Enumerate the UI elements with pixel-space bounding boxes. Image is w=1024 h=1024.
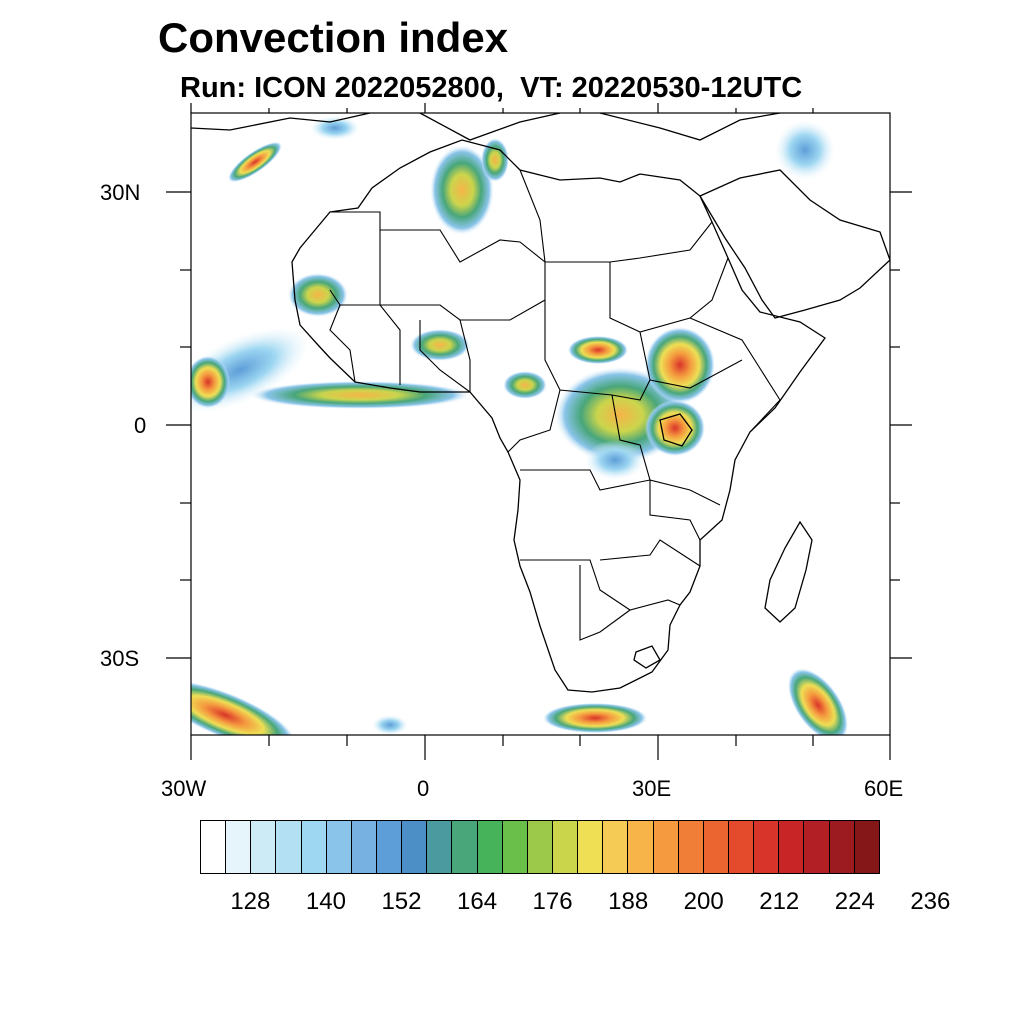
colorbar-swatch	[427, 821, 453, 873]
colorbar-swatch	[326, 821, 352, 873]
chart-title: Convection index	[158, 14, 509, 61]
madagascar	[764, 520, 813, 623]
colorbar-label: 128	[230, 888, 271, 915]
y-tick-label: 30N	[100, 180, 141, 205]
region-iberia	[310, 116, 360, 140]
colorbar-swatch	[527, 821, 553, 873]
colorbar-swatch	[376, 821, 403, 873]
colorbar-swatch	[251, 821, 277, 873]
colorbar-swatch	[703, 821, 729, 873]
x-tick-label: 60E	[864, 776, 904, 801]
colorbar-swatch	[226, 821, 252, 873]
convection-field	[191, 116, 849, 735]
colorbar-label: 140	[305, 888, 346, 915]
colorbar-swatch	[552, 821, 579, 873]
tick-marks	[166, 103, 912, 760]
country-borders	[329, 169, 781, 641]
colorbar-swatch	[779, 821, 805, 873]
region-south-madagascar	[787, 668, 849, 735]
region-ethiopia	[645, 327, 715, 403]
colorbar-swatch	[402, 821, 428, 873]
colorbar-swatch	[804, 821, 830, 873]
region-lake-victoria	[645, 400, 705, 456]
region-guinea-band	[250, 381, 470, 409]
colorbar-label: 164	[457, 888, 498, 915]
colorbar-swatch	[829, 821, 855, 873]
colorbar	[200, 820, 880, 874]
region-ivory-coast	[410, 329, 470, 361]
colorbar-swatch	[502, 821, 528, 873]
chart-subtitle: Run: ICON 2022052800, VT: 20220530-12UTC	[180, 72, 803, 104]
region-south-atlantic-small	[372, 715, 408, 735]
colorbar-swatch	[628, 821, 654, 873]
colorbar-label: 236	[910, 888, 951, 915]
y-tick-label: 0	[134, 413, 147, 438]
europe-coast	[191, 113, 781, 141]
colorbar-swatch	[754, 821, 780, 873]
y-tick-label: 30S	[100, 646, 140, 671]
colorbar-label: 152	[381, 888, 422, 915]
lake-victoria	[659, 413, 693, 447]
colorbar-label: 224	[834, 888, 875, 915]
region-congo-south	[585, 440, 645, 480]
colorbar-swatch	[653, 821, 679, 873]
region-south-africa-south	[543, 703, 647, 733]
region-algeria	[430, 145, 494, 235]
colorbar-swatch	[578, 821, 604, 873]
colorbar-swatch	[477, 821, 503, 873]
colorbar-label: 212	[759, 888, 800, 915]
colorbar-swatch	[603, 821, 629, 873]
region-levant	[775, 120, 835, 180]
region-south-atlantic	[191, 680, 296, 735]
colorbar-label: 200	[683, 888, 724, 915]
colorbar-swatch	[201, 821, 227, 873]
colorbar-swatch	[452, 821, 478, 873]
africa-coastline	[291, 139, 826, 693]
region-south-sudan	[568, 336, 628, 364]
arabia	[699, 169, 890, 319]
region-equatorial-atlantic-core	[191, 356, 230, 408]
region-cameroon	[503, 371, 547, 399]
region-equatorial-atlantic	[191, 327, 310, 413]
colorbar-swatch	[276, 821, 302, 873]
region-azores-streak	[228, 141, 282, 183]
lesotho	[633, 645, 661, 669]
coastlines	[191, 113, 890, 693]
region-west-africa	[288, 273, 348, 317]
region-tunisia	[481, 138, 509, 182]
x-tick-label: 30E	[632, 776, 672, 801]
colorbar-swatch	[678, 821, 704, 873]
colorbar-swatch	[351, 821, 377, 873]
x-tick-label: 30W	[161, 776, 207, 801]
x-tick-label: 0	[417, 776, 430, 801]
colorbar-label: 188	[608, 888, 649, 915]
colorbar-swatch	[301, 821, 327, 873]
colorbar-label: 176	[532, 888, 573, 915]
colorbar-swatch	[854, 821, 879, 873]
plot-frame	[190, 112, 891, 736]
colorbar-swatch	[728, 821, 755, 873]
